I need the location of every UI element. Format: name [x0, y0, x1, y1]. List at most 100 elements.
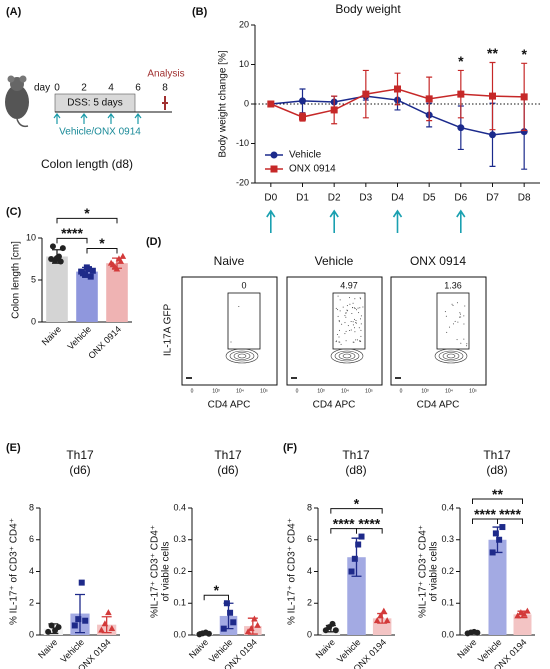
flow-frame — [181, 276, 278, 386]
flow-event — [338, 336, 340, 338]
marker — [109, 261, 117, 268]
flow-event — [451, 303, 453, 305]
significance-bracket — [56, 217, 118, 224]
significance-bracket — [86, 247, 118, 254]
mouse-body — [5, 85, 29, 119]
x-tick-label: Naive — [40, 324, 63, 347]
bar — [106, 263, 128, 322]
flow-event — [349, 303, 351, 305]
significance-label: **** — [358, 515, 380, 531]
y-tick-label: 6 — [307, 534, 312, 544]
arrow — [392, 209, 403, 233]
marker — [270, 165, 278, 173]
flow-event — [340, 343, 342, 345]
flow-event — [336, 340, 338, 342]
arrow — [456, 209, 466, 233]
flow-x-tick-label: 0 — [191, 388, 194, 394]
marker — [113, 265, 121, 272]
gate-value: 1.36 — [444, 280, 462, 290]
marker — [425, 95, 433, 103]
marker — [98, 626, 105, 633]
day-tick-label: 2 — [81, 83, 87, 94]
flow-event — [359, 340, 361, 342]
treatment-arrows — [266, 209, 466, 233]
marker — [247, 625, 255, 632]
marker — [489, 131, 496, 139]
marker — [78, 579, 85, 586]
flow-event — [346, 309, 348, 311]
endpoint-label: Analysis — [147, 69, 184, 80]
flow-event — [359, 318, 361, 320]
flow-event — [339, 341, 341, 343]
y-tick-label: 0.1 — [441, 598, 454, 608]
marker — [79, 270, 86, 277]
mouse-tail — [16, 118, 29, 128]
x-tick-label: Naive — [314, 637, 337, 660]
flow-event — [352, 341, 354, 343]
flow-event — [337, 309, 339, 311]
flow-event — [337, 295, 339, 297]
flow-event — [347, 325, 349, 327]
y-tick-label: 0.3 — [441, 534, 454, 544]
flow-event — [354, 307, 356, 309]
flow-frame — [390, 276, 487, 386]
marker — [205, 630, 212, 637]
flow-event — [358, 327, 360, 329]
marker — [45, 628, 52, 635]
significance-bracket — [330, 508, 383, 514]
flow-event — [466, 343, 468, 345]
syringe-icon — [162, 96, 168, 110]
flow-event — [357, 307, 359, 309]
flow-event — [446, 331, 448, 333]
bar — [76, 271, 98, 322]
significance-bracket — [472, 498, 523, 505]
marker — [220, 625, 227, 632]
marker — [87, 273, 94, 280]
flow-title: Naive — [214, 254, 245, 268]
marker — [223, 600, 230, 607]
flow-event — [335, 307, 337, 309]
arrow — [107, 113, 115, 124]
flow-event — [345, 330, 347, 332]
y-axis-label: % IL-17⁺ of CD3⁺ CD4⁺ — [9, 518, 20, 625]
marker — [489, 549, 496, 556]
marker — [49, 243, 56, 250]
marker — [394, 85, 401, 93]
flow-event — [463, 323, 465, 325]
flow-event — [456, 339, 458, 341]
significance-bracket — [203, 594, 229, 601]
y-tick-label: 4 — [307, 566, 312, 576]
y-tick-label: 6 — [29, 534, 34, 544]
flow-event — [360, 335, 362, 337]
flow-event — [457, 321, 459, 323]
marker — [244, 628, 252, 635]
mouse-icon — [5, 75, 29, 128]
marker — [89, 267, 96, 274]
flow-x-tick-label: 0 — [400, 388, 403, 394]
bar — [488, 539, 507, 635]
y-tick-label: 0.4 — [441, 502, 454, 512]
flow-event — [348, 297, 350, 299]
error-bar — [75, 593, 85, 634]
chart-subtitle: (d6) — [217, 463, 238, 477]
y-tick-label: 5 — [31, 274, 36, 284]
flow-event — [338, 321, 340, 323]
flow-event — [346, 305, 348, 307]
marker — [474, 629, 481, 636]
flow-event — [464, 305, 466, 307]
flow-event — [350, 329, 352, 331]
significance-label: * — [354, 495, 360, 511]
marker — [492, 530, 499, 537]
marker — [83, 264, 90, 271]
marker — [299, 113, 306, 121]
y-tick-label: 0 — [307, 629, 312, 639]
marker — [520, 610, 528, 617]
y-tick-label: -20 — [236, 177, 249, 187]
flow-event — [358, 312, 360, 314]
flow-event — [353, 318, 355, 320]
y-tick-label: 0.4 — [173, 502, 186, 512]
marker — [55, 624, 62, 631]
marker — [358, 533, 365, 540]
flow-event — [352, 321, 354, 323]
x-tick-label: D5 — [423, 193, 436, 204]
